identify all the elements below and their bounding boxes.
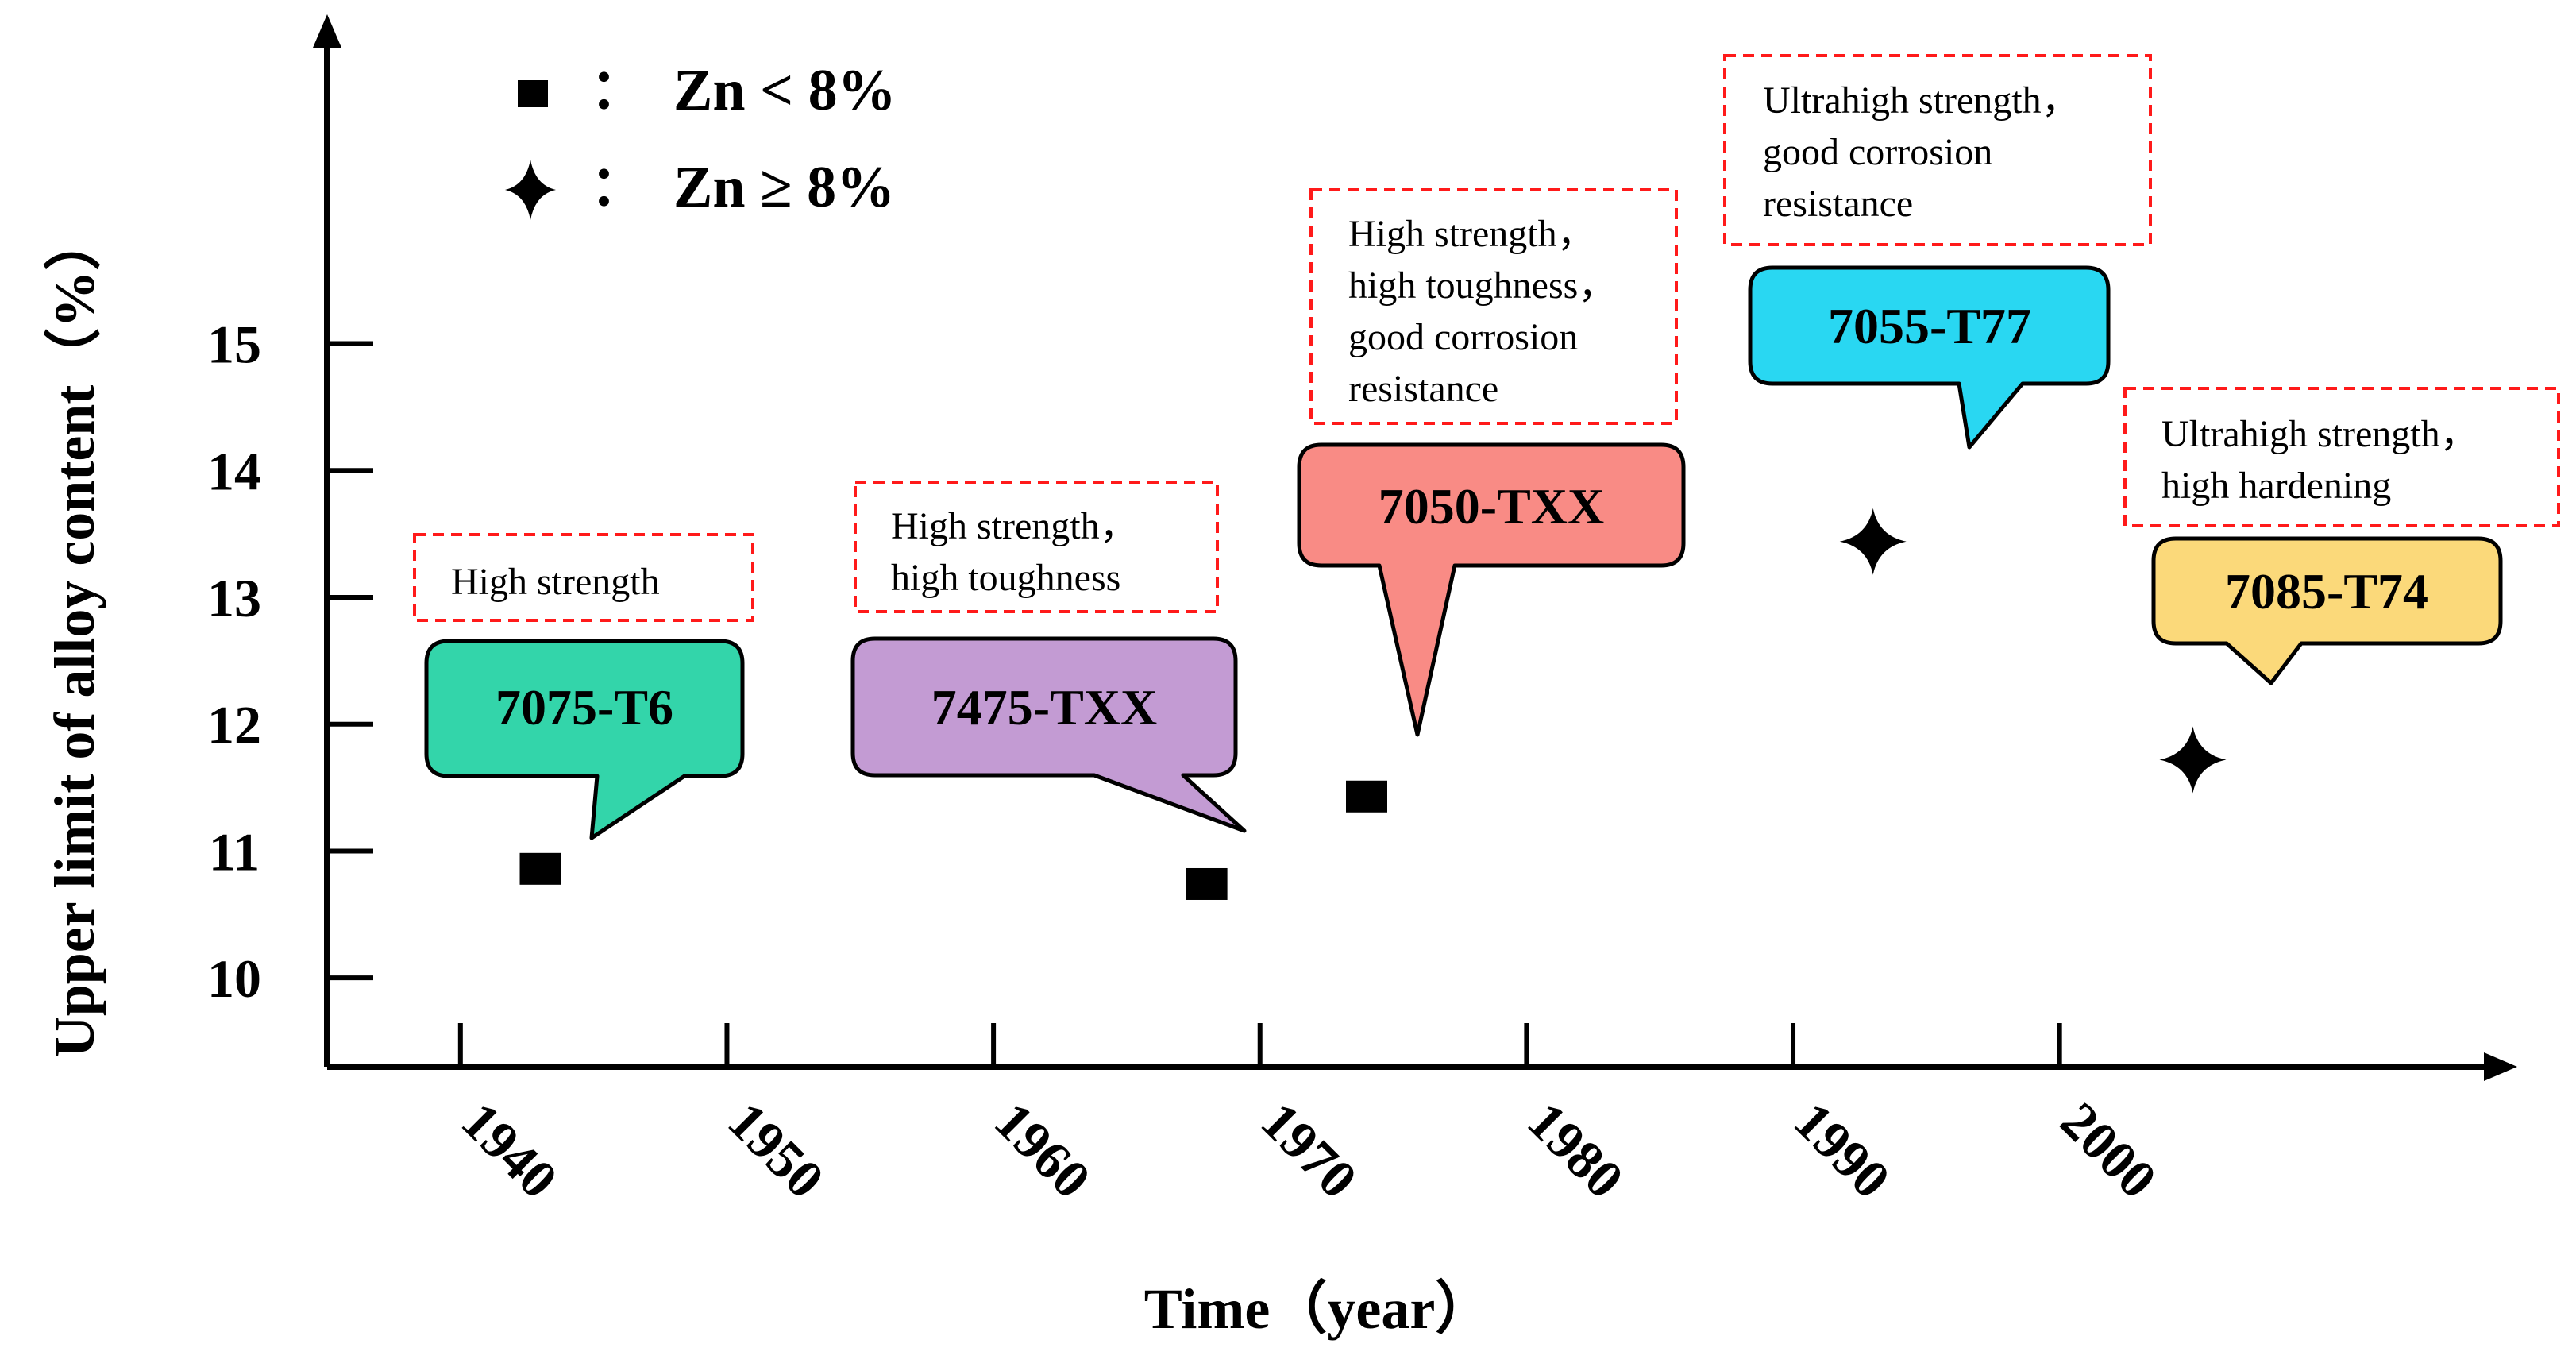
callout-label: 7075-T6 xyxy=(496,679,673,736)
property-text: good corrosion xyxy=(1763,131,1992,173)
property-text: High strength xyxy=(451,561,660,603)
point-7075-t6 xyxy=(519,852,561,885)
point-7055-t77 xyxy=(1839,508,1907,575)
y-tick-label: 11 xyxy=(209,821,260,882)
x-axis-title: Time（year） xyxy=(1144,1277,1493,1341)
legend-square-marker xyxy=(518,80,548,107)
legend-separator-2: ： xyxy=(590,156,646,218)
property-box-7085: Ultrahigh strength， high hardening xyxy=(2123,387,2560,527)
svg-text:High strength， high toug: High strength， high toughness， good corr… xyxy=(1348,213,1625,410)
property-text: Ultrahigh strength， xyxy=(1763,79,2080,122)
x-tick-label: 1980 xyxy=(1517,1091,1636,1210)
axes xyxy=(324,36,2493,1070)
y-tick-label: 10 xyxy=(207,948,261,1009)
property-text: high toughness xyxy=(891,557,1120,599)
callout-7085-T74: 7085-T74 xyxy=(2151,536,2503,685)
point-7085-t74 xyxy=(2159,726,2227,794)
svg-text:Ultrahigh strength， good: Ultrahigh strength， good corrosion resis… xyxy=(1763,79,2089,225)
legend-label-2: Zn ≥ 8% xyxy=(673,155,895,220)
property-text: High strength， xyxy=(891,505,1138,547)
y-axis-arrow xyxy=(313,14,341,48)
property-box-7050: High strength， high toughness， good corr… xyxy=(1309,188,1678,425)
property-text: resistance xyxy=(1763,183,1913,225)
callout-bubble xyxy=(850,636,1247,833)
point-7475-txx xyxy=(1186,867,1228,900)
property-text: high hardening xyxy=(2161,465,2391,507)
callout-label: 7475-TXX xyxy=(931,679,1157,736)
x-ticks: 1940 1950 1960 1970 1980 1990 2000 xyxy=(450,1023,2169,1210)
property-box-7075: High strength xyxy=(413,533,754,622)
y-tick-label: 15 xyxy=(207,315,261,375)
svg-text:High strength， high toug: High strength， high toughness xyxy=(891,505,1147,599)
x-tick-label: 1950 xyxy=(717,1091,836,1210)
callout-7075-T6: 7075-T6 xyxy=(424,639,745,840)
x-tick-label: 1940 xyxy=(450,1091,569,1210)
y-tick-label: 13 xyxy=(207,568,261,628)
x-tick-label: 1990 xyxy=(1783,1091,1902,1210)
legend-label-1: Zn < 8% xyxy=(673,58,897,123)
legend-separator-1: ： xyxy=(590,60,646,121)
point-7050-txx xyxy=(1346,780,1387,813)
callout-bubble xyxy=(1748,265,2111,450)
property-text: good corrosion xyxy=(1348,316,1578,358)
y-ticks: 10 11 12 13 14 15 xyxy=(207,315,373,1009)
property-text: High strength， xyxy=(1348,213,1595,255)
svg-text:Ultrahigh strength， high: Ultrahigh strength， high hardening xyxy=(2161,413,2488,507)
callout-bubble xyxy=(2151,536,2503,685)
y-axis-title: Upper limit of alloy content（%） xyxy=(43,214,106,1058)
x-tick-label: 1970 xyxy=(1250,1091,1369,1210)
callout-7475-TXX: 7475-TXX xyxy=(850,636,1247,833)
legend: ： Zn < 8% ： Zn ≥ 8% xyxy=(505,58,897,220)
data-points xyxy=(519,508,2227,900)
callout-label: 7085-T74 xyxy=(2225,563,2428,620)
y-tick-label: 14 xyxy=(207,441,261,501)
callout-label: 7055-T77 xyxy=(1828,298,2031,354)
svg-text:High strength: High strength xyxy=(451,561,660,603)
property-text: Ultrahigh strength， xyxy=(2161,413,2478,455)
property-box-7055: Ultrahigh strength， good corrosion resis… xyxy=(1723,54,2152,246)
y-tick-label: 12 xyxy=(207,695,261,755)
callout-label: 7050-TXX xyxy=(1379,478,1604,535)
property-box-7475: High strength， high toughness xyxy=(854,481,1219,613)
legend-star-marker xyxy=(505,160,556,220)
x-axis-arrow xyxy=(2484,1052,2517,1081)
property-text: resistance xyxy=(1348,368,1498,410)
x-tick-label: 1960 xyxy=(983,1091,1102,1210)
callout-bubble xyxy=(1297,442,1686,737)
callout-7055-T77: 7055-T77 xyxy=(1748,265,2111,450)
x-tick-label: 2000 xyxy=(2050,1091,2169,1210)
property-text: high toughness， xyxy=(1348,265,1616,307)
callout-7050-TXX: 7050-TXX xyxy=(1297,442,1686,737)
callout-bubble xyxy=(424,639,745,840)
